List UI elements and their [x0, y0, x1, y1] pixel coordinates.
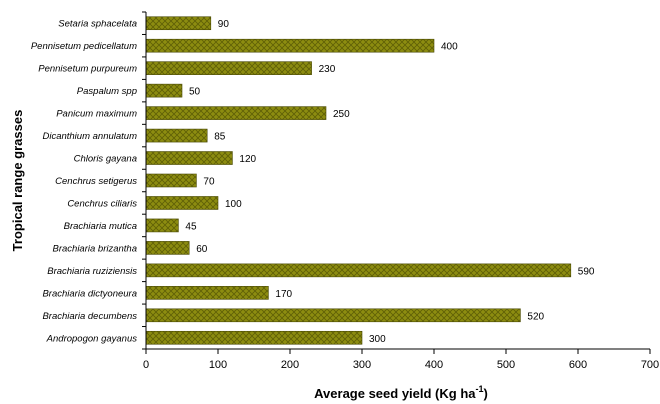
data-label: 85 [214, 132, 226, 143]
bar [145, 218, 179, 233]
bar [145, 38, 435, 53]
data-label: 120 [239, 154, 256, 165]
data-label: 300 [369, 334, 386, 345]
bar [145, 106, 327, 120]
bar [145, 173, 197, 188]
bar [145, 128, 208, 143]
bar [145, 16, 212, 31]
category-label: Dicanthium annulatum [42, 131, 137, 142]
category-label: Brachiaria mutica [64, 221, 137, 232]
data-label: 50 [189, 87, 201, 98]
bar [145, 286, 269, 300]
category-label: Brachiaria decumbens [42, 311, 137, 322]
category-label: Chloris gayana [74, 154, 137, 165]
category-label: Cenchrus setigerus [55, 176, 137, 187]
bar [145, 61, 312, 75]
data-label: 250 [333, 109, 350, 120]
y-axis-title: Tropical range grasses [10, 110, 25, 252]
x-tick-label: 700 [641, 359, 659, 371]
x-tick-label: 300 [353, 359, 371, 371]
category-label: Brachiaria ruziziensis [47, 266, 137, 277]
bar [145, 308, 521, 323]
category-label: Pennisetum pedicellatum [31, 41, 137, 52]
bar [145, 196, 219, 210]
data-label: 45 [185, 221, 197, 232]
bar [145, 83, 183, 98]
data-label: 70 [203, 177, 215, 188]
category-label: Panicum maximum [56, 109, 137, 120]
x-tick-label: 100 [209, 359, 227, 371]
x-tick-label: 600 [569, 359, 587, 371]
category-label: Cenchrus ciliaris [67, 198, 137, 209]
data-label: 100 [225, 199, 242, 210]
data-label: 90 [218, 19, 230, 30]
data-label: 230 [319, 64, 336, 75]
value-labels: 90 400 230 50 250 85 120 70 100 45 60 590 170 520 300 [185, 19, 595, 345]
x-tick-label: 0 [143, 359, 149, 371]
x-axis-ticks: 0 100 200 300 400 500 600 700 [143, 349, 659, 371]
category-label: Andropogon gayanus [46, 333, 138, 344]
category-label: Pennisetum purpureum [38, 64, 137, 75]
category-labels: Setaria sphacelata Pennisetum pedicellatu… [31, 19, 137, 345]
x-axis-title: Average seed yield (Kg ha-1) [314, 384, 488, 401]
bar [145, 330, 363, 345]
bar [145, 151, 233, 165]
data-label: 170 [275, 289, 292, 300]
data-label: 400 [441, 42, 458, 53]
data-label: 590 [578, 266, 595, 277]
category-label: Brachiaria dictyoneura [42, 288, 137, 299]
category-label: Brachiaria brizantha [53, 243, 138, 254]
bar [145, 241, 190, 255]
category-label: Setaria sphacelata [58, 19, 137, 30]
x-tick-label: 200 [281, 359, 299, 371]
bars-layer [142, 11, 572, 350]
x-tick-label: 500 [497, 359, 515, 371]
category-label: Paspalum spp [77, 86, 137, 97]
x-tick-label: 400 [425, 359, 443, 371]
data-label: 520 [527, 311, 544, 322]
data-label: 60 [196, 244, 208, 255]
bar [145, 263, 572, 278]
